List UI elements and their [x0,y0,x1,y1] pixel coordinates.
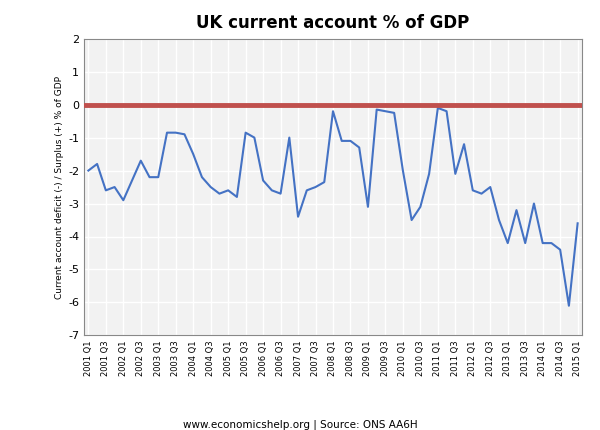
Title: UK current account % of GDP: UK current account % of GDP [196,14,470,31]
Text: www.economicshelp.org | Source: ONS AA6H: www.economicshelp.org | Source: ONS AA6H [182,420,418,430]
Y-axis label: Current account deficit (-) / Surplus (+) % of GDP: Current account deficit (-) / Surplus (+… [55,76,64,298]
